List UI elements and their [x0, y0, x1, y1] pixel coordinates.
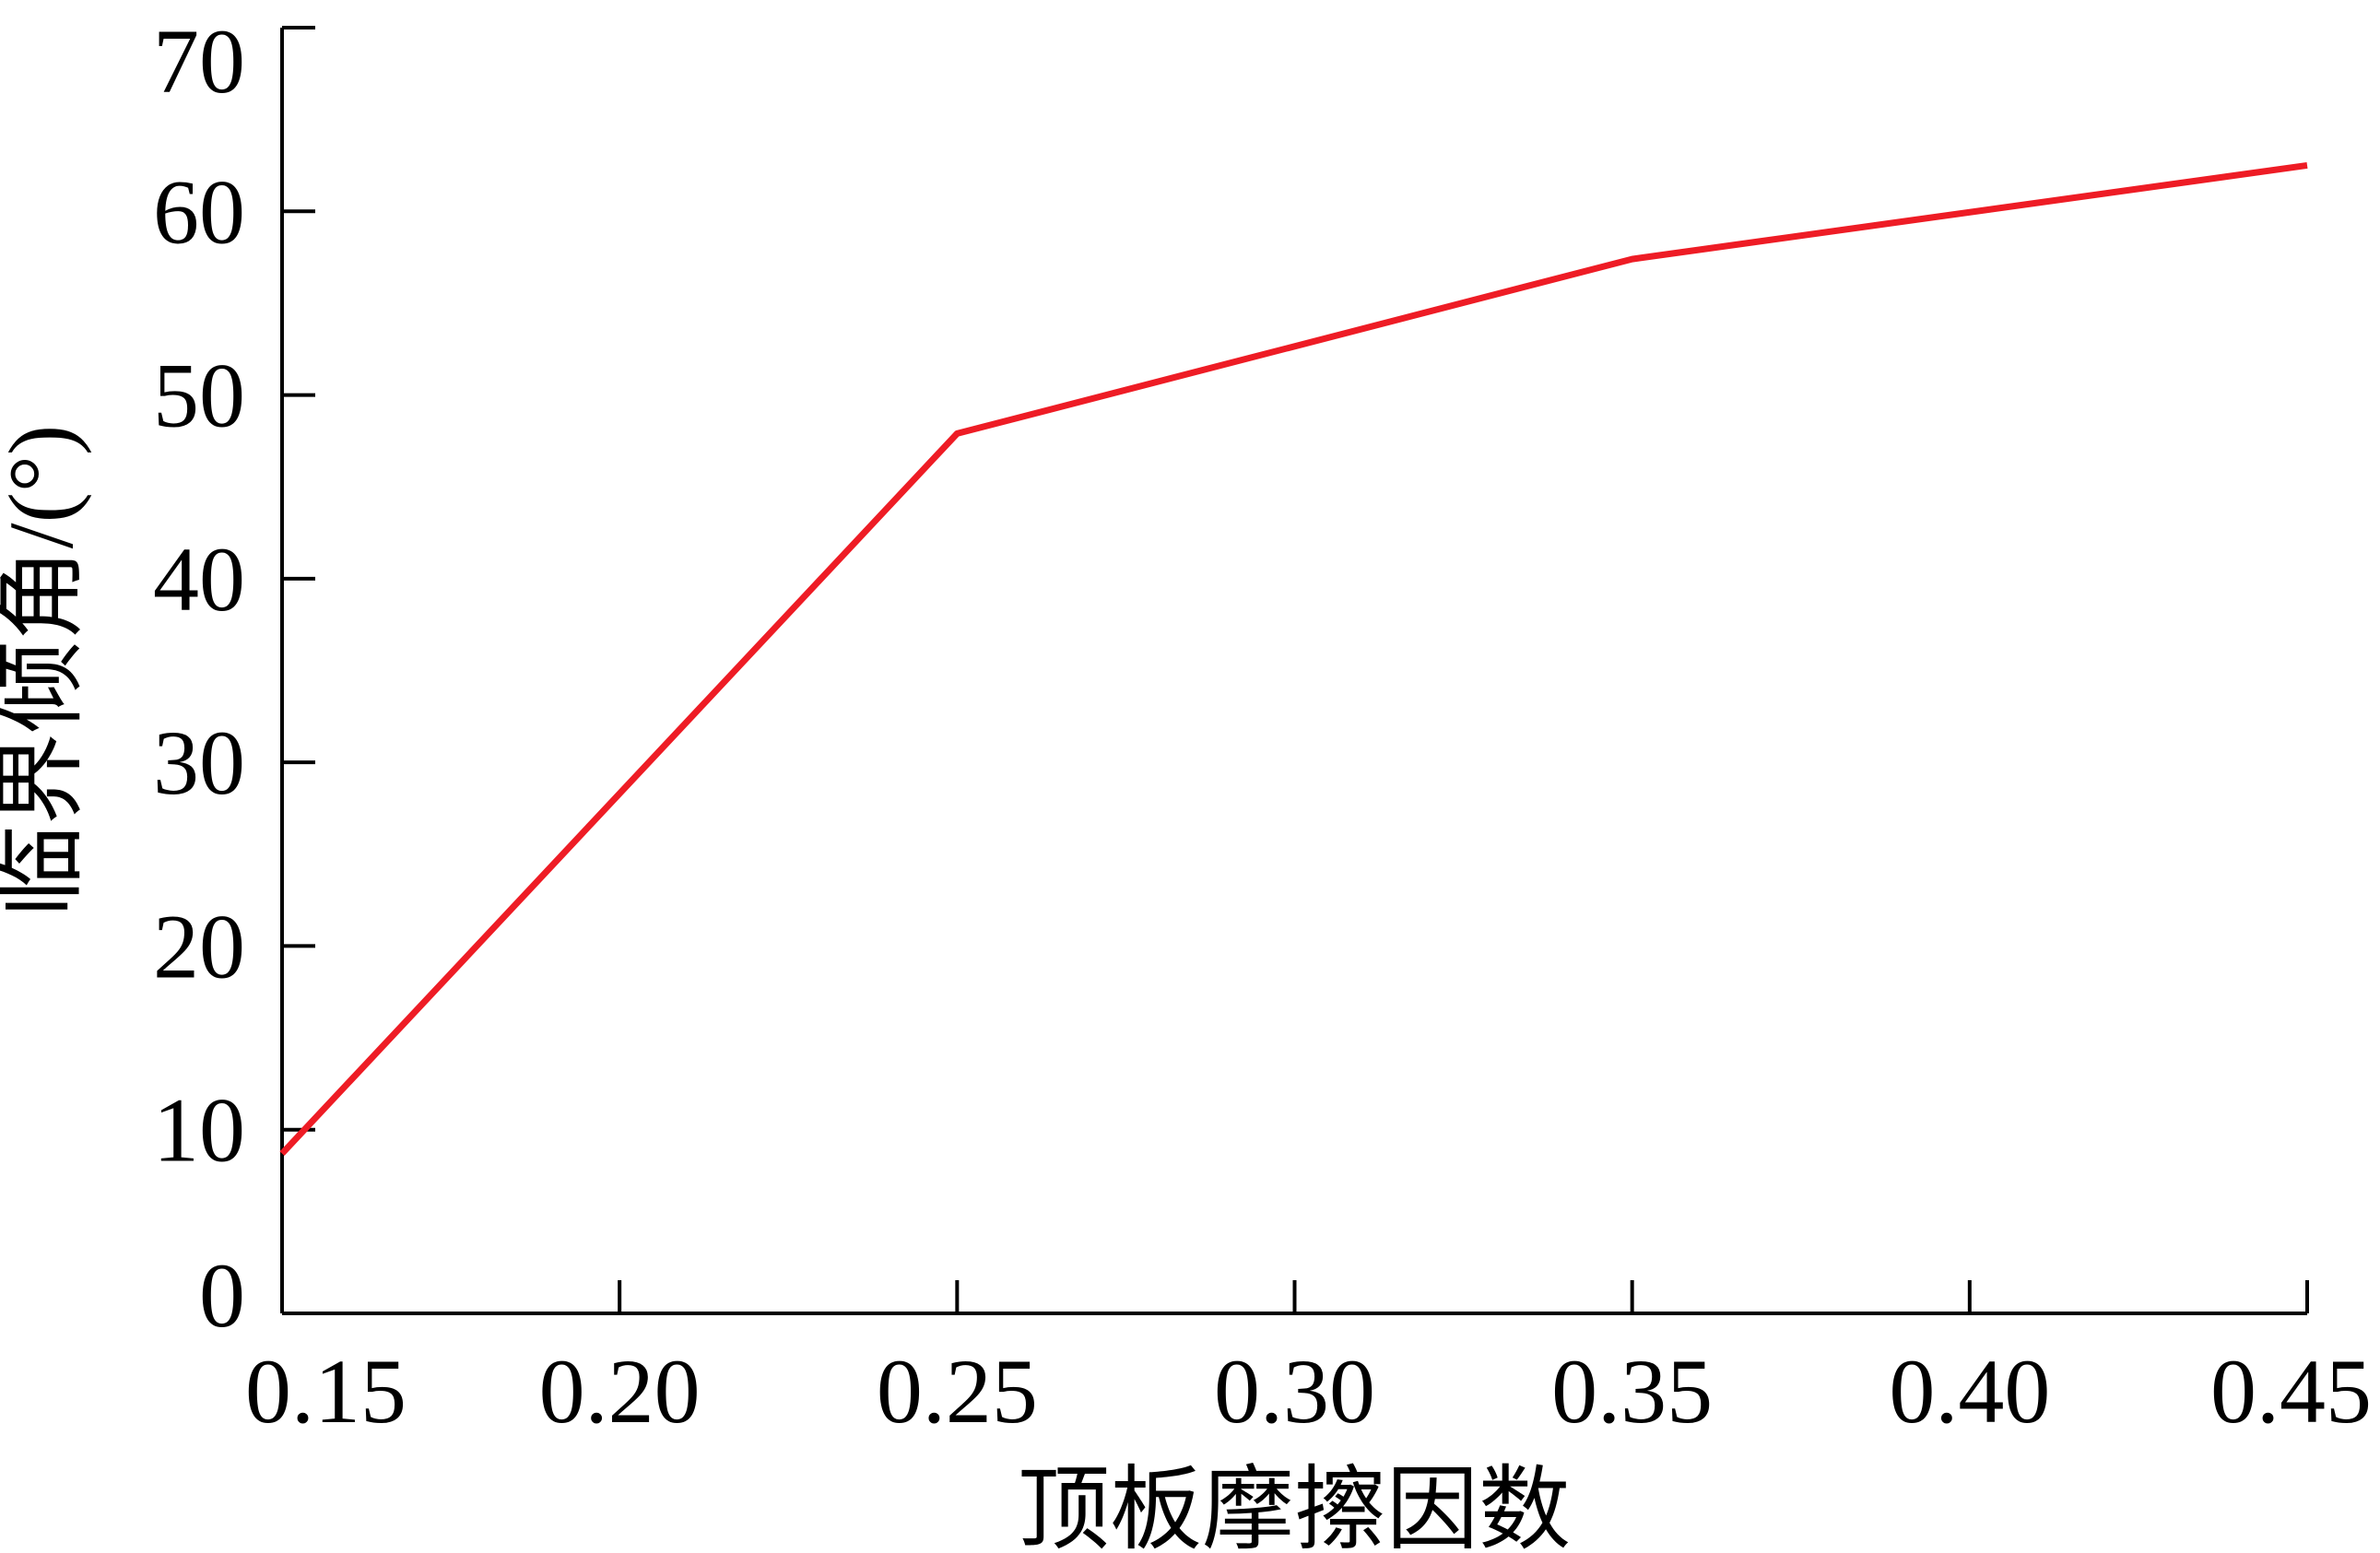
x-tick-label: 0.35 — [1551, 1340, 1713, 1442]
y-tick-label: 0 — [199, 1244, 245, 1347]
y-tick-label: 50 — [153, 345, 245, 447]
y-axis-label: 临界倾角/(°) — [0, 425, 92, 917]
x-tick-label: 0.25 — [877, 1340, 1038, 1442]
y-tick-label: 60 — [153, 160, 245, 263]
y-tick-label: 70 — [153, 10, 245, 112]
x-tick-label: 0.30 — [1214, 1340, 1375, 1442]
x-tick-label: 0.40 — [1889, 1340, 2050, 1442]
x-tick-label: 0.45 — [2210, 1340, 2372, 1442]
y-ticks: 0 10 20 30 40 50 60 70 — [153, 10, 315, 1347]
x-tick-label: 0.20 — [539, 1340, 701, 1442]
x-tick-label: 0.15 — [245, 1340, 406, 1442]
x-ticks: 0.15 0.20 0.25 0.30 0.35 0.40 0.45 — [245, 1280, 2372, 1442]
series-line — [279, 161, 2308, 1157]
y-tick-label: 10 — [153, 1079, 245, 1182]
series — [279, 161, 2308, 1157]
axes — [280, 28, 2307, 1315]
y-tick-label: 20 — [153, 895, 245, 997]
y-tick-label: 40 — [153, 528, 245, 630]
y-tick-label: 30 — [153, 712, 245, 814]
x-axis-label: 顶板摩擦因数 — [1018, 1459, 1571, 1553]
